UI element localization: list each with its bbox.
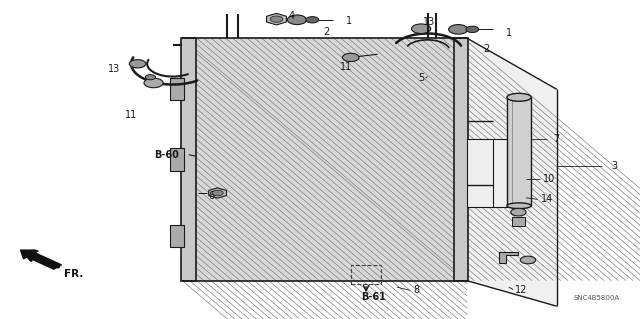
Text: 2: 2 — [483, 44, 490, 55]
Bar — [512, 217, 525, 226]
Circle shape — [212, 190, 223, 196]
Text: SNC4B5800A: SNC4B5800A — [573, 295, 620, 301]
Text: 8: 8 — [413, 285, 419, 295]
Text: 7: 7 — [554, 134, 560, 144]
Circle shape — [466, 26, 479, 33]
Text: 4: 4 — [288, 11, 294, 21]
Text: 5: 5 — [418, 73, 424, 83]
Text: 6: 6 — [208, 191, 214, 201]
Circle shape — [287, 15, 307, 25]
Ellipse shape — [507, 203, 531, 209]
Text: FR.: FR. — [64, 269, 83, 278]
Polygon shape — [266, 13, 287, 25]
Circle shape — [129, 60, 146, 68]
Bar — [182, 38, 467, 281]
Circle shape — [520, 256, 536, 264]
Polygon shape — [209, 188, 227, 198]
Text: 12: 12 — [515, 285, 528, 295]
Text: 14: 14 — [541, 194, 554, 204]
Bar — [467, 139, 515, 207]
Text: 10: 10 — [543, 174, 556, 184]
Circle shape — [306, 17, 319, 23]
Bar — [351, 265, 381, 284]
Polygon shape — [467, 38, 557, 306]
Bar — [507, 97, 531, 206]
FancyArrow shape — [20, 250, 61, 269]
Text: B-60: B-60 — [154, 150, 179, 160]
Circle shape — [145, 75, 156, 80]
Text: 13: 13 — [422, 17, 435, 27]
Bar — [454, 38, 468, 281]
Circle shape — [511, 208, 526, 216]
Bar — [170, 225, 184, 247]
Bar — [170, 148, 184, 171]
Circle shape — [449, 25, 468, 34]
Bar — [181, 38, 196, 281]
Ellipse shape — [507, 93, 531, 101]
Text: 1: 1 — [346, 16, 352, 26]
Circle shape — [342, 53, 359, 62]
Text: 11: 11 — [339, 62, 352, 72]
Text: 11: 11 — [125, 110, 138, 120]
Circle shape — [144, 78, 163, 88]
Text: 13: 13 — [108, 63, 120, 74]
Bar — [170, 78, 184, 100]
Circle shape — [412, 24, 431, 33]
Polygon shape — [499, 252, 518, 263]
Text: 2: 2 — [323, 27, 330, 37]
Text: 3: 3 — [611, 161, 618, 171]
Circle shape — [270, 16, 283, 22]
Text: 1: 1 — [506, 28, 512, 39]
Text: B-61: B-61 — [361, 292, 385, 302]
